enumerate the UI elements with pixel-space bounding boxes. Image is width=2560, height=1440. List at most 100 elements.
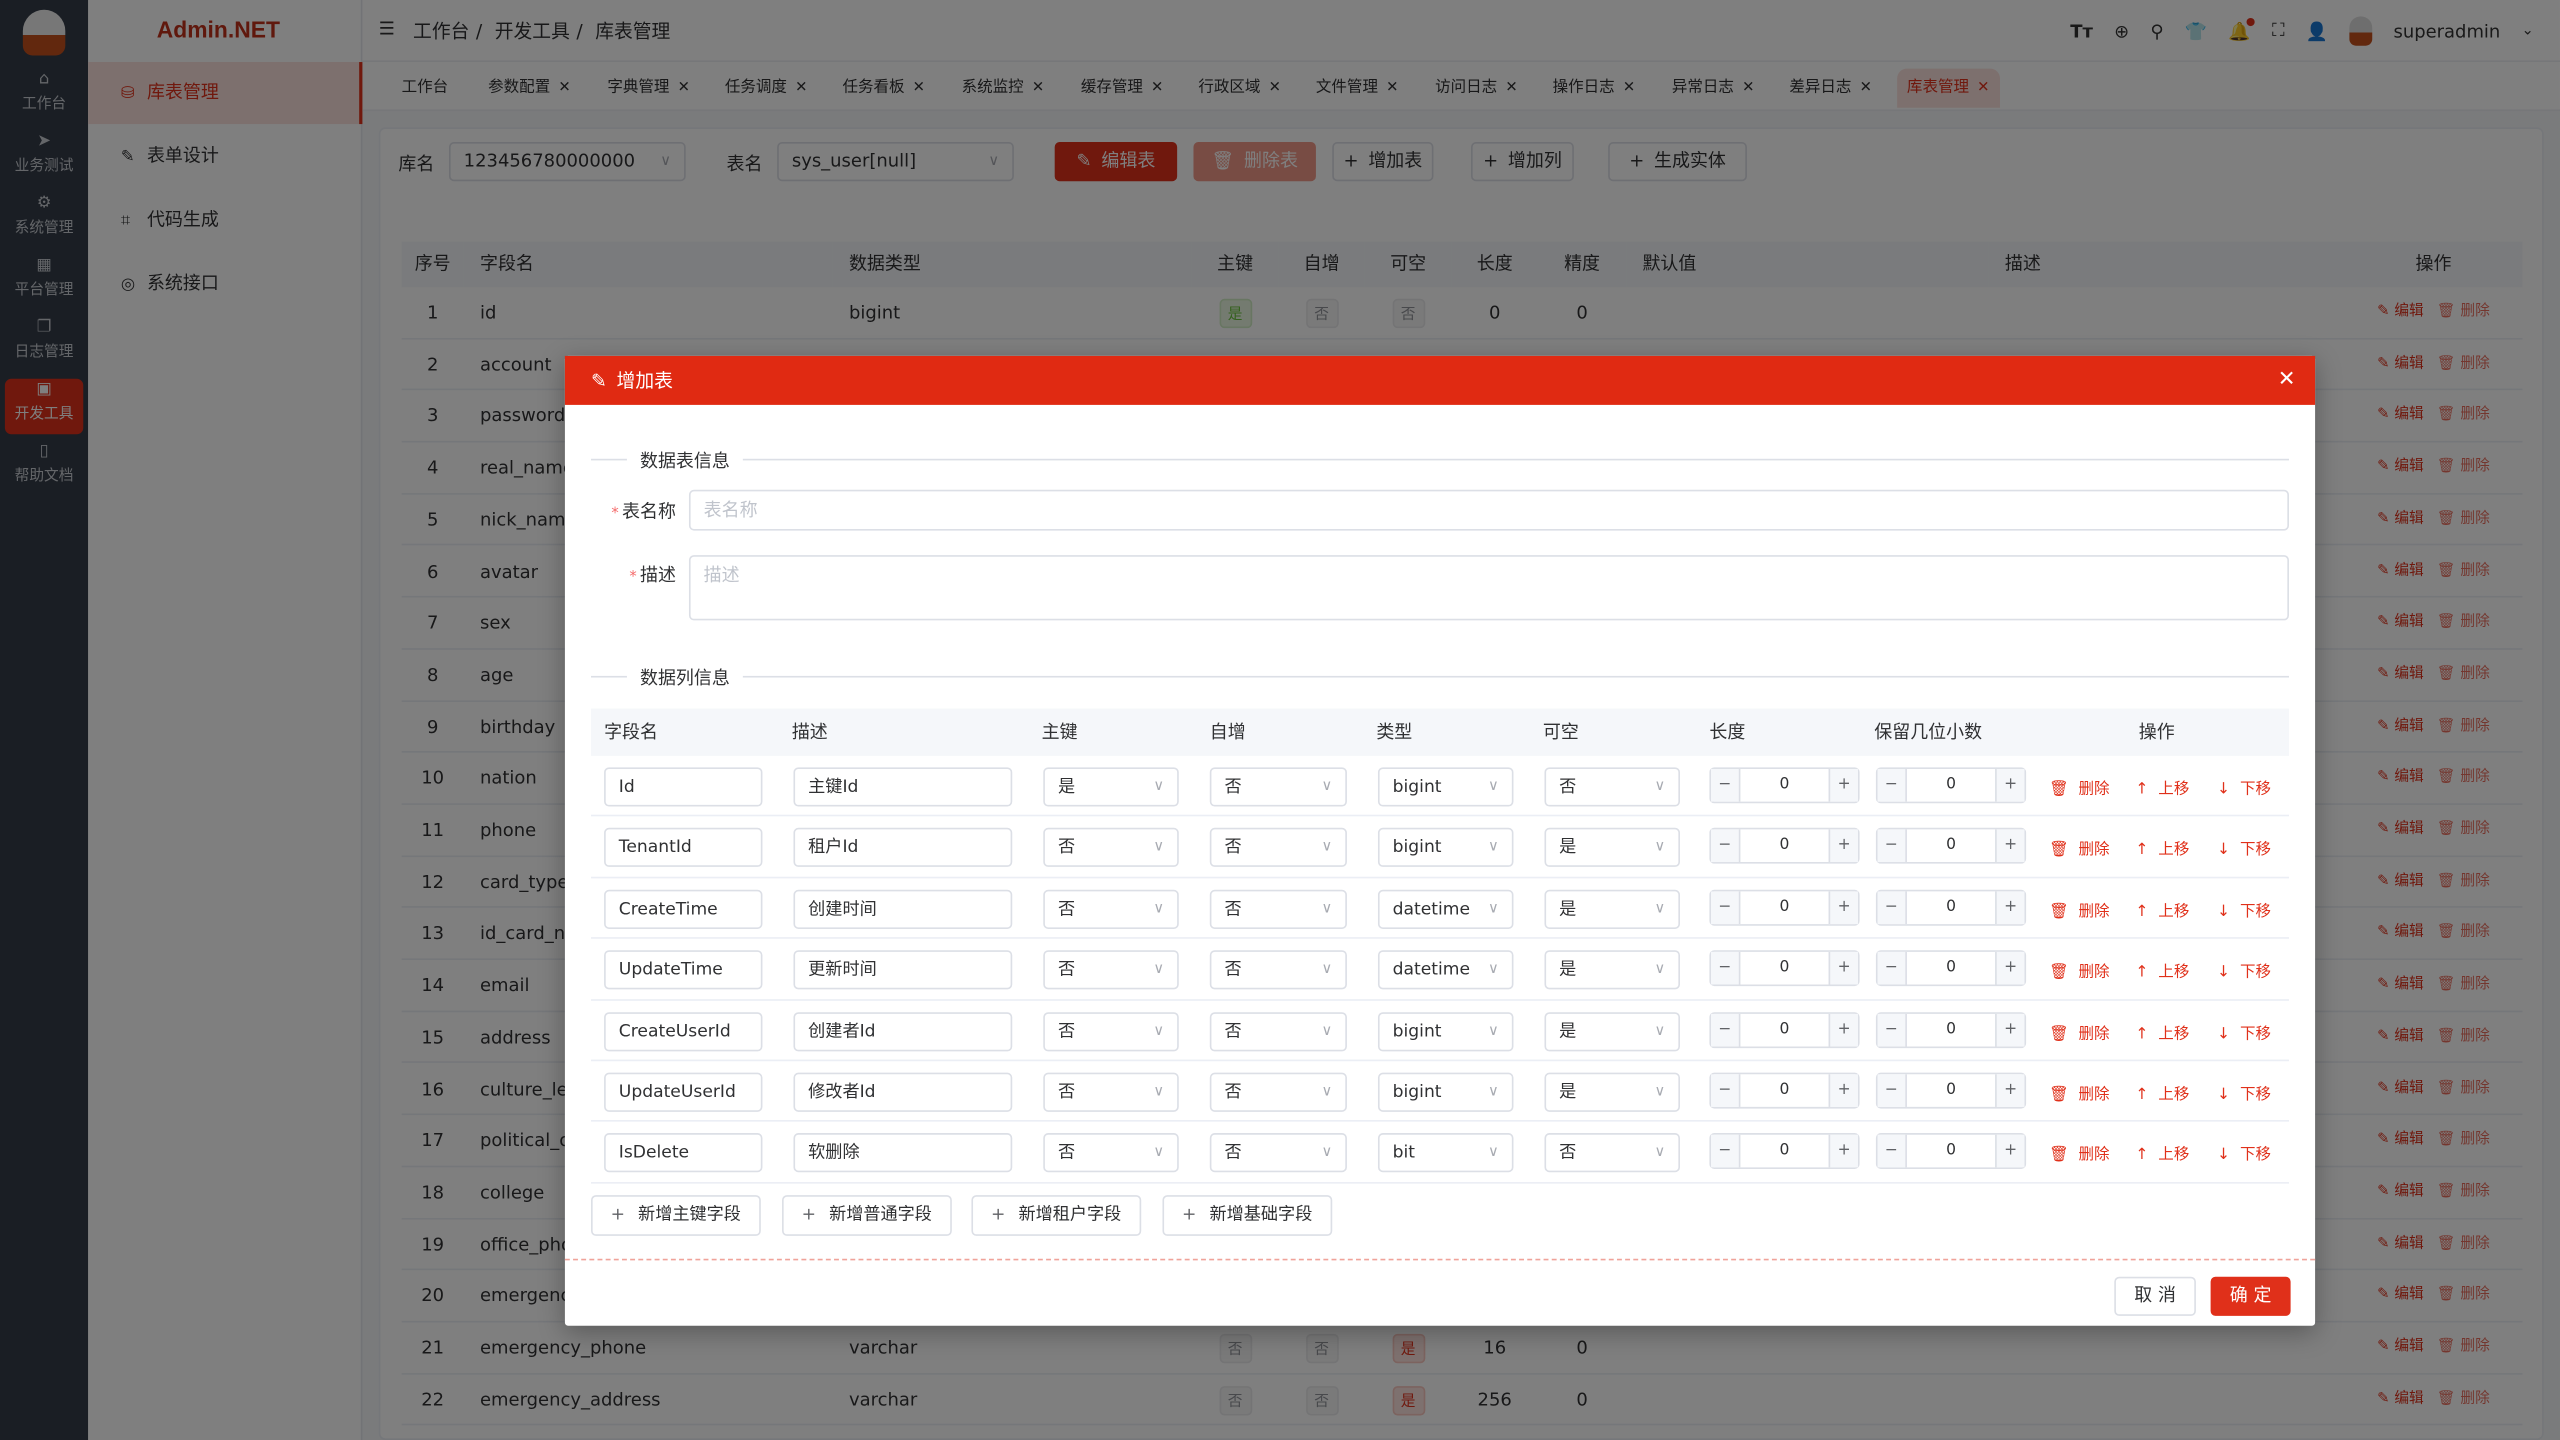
delete-row-link[interactable]: 🗑 删除 — [2049, 898, 2110, 921]
length-stepper[interactable]: − 0 + — [1709, 1072, 1860, 1109]
delete-row-link[interactable]: 🗑 删除 — [2049, 1142, 2110, 1165]
plus-button[interactable]: + — [1995, 1135, 2025, 1168]
add-field-button-3[interactable]: + 新增基础字段 — [1162, 1195, 1332, 1236]
auto-increment-select[interactable]: 否 ∨ — [1209, 1133, 1347, 1173]
move-up-link[interactable]: ↑ 上移 — [2136, 898, 2190, 921]
plus-button[interactable]: + — [1828, 952, 1858, 985]
decimal-stepper[interactable]: − 0 + — [1875, 950, 2027, 987]
field-name-input[interactable]: IsDelete — [604, 1133, 763, 1173]
decimal-stepper-value[interactable]: 0 — [1946, 1019, 1956, 1038]
move-down-link[interactable]: ↓ 下移 — [2217, 1020, 2271, 1043]
length-stepper[interactable]: − 0 + — [1709, 889, 1860, 926]
delete-row-link[interactable]: 🗑 删除 — [2049, 959, 2110, 982]
decimal-stepper-value[interactable]: 0 — [1946, 836, 1956, 855]
decimal-stepper[interactable]: − 0 + — [1875, 889, 2027, 926]
add-field-button-1[interactable]: + 新增普通字段 — [782, 1195, 952, 1236]
plus-button[interactable]: + — [1995, 952, 2025, 985]
confirm-button[interactable]: 确 定 — [2210, 1276, 2291, 1316]
field-name-input[interactable]: TenantId — [604, 828, 763, 868]
decimal-stepper[interactable]: − 0 + — [1875, 828, 2027, 865]
move-up-link[interactable]: ↑ 上移 — [2136, 1081, 2190, 1104]
length-stepper[interactable]: − 0 + — [1709, 950, 1860, 987]
field-description-input[interactable]: 软删除 — [793, 1133, 1013, 1173]
field-description-input[interactable]: 创建时间 — [793, 889, 1013, 929]
decimal-stepper-value[interactable]: 0 — [1946, 1141, 1956, 1160]
decimal-stepper[interactable]: − 0 + — [1875, 1072, 2027, 1109]
move-down-link[interactable]: ↓ 下移 — [2217, 898, 2271, 921]
auto-increment-select[interactable]: 否 ∨ — [1209, 950, 1347, 990]
primary-key-select[interactable]: 是 ∨ — [1043, 767, 1179, 807]
auto-increment-select[interactable]: 否 ∨ — [1209, 828, 1347, 868]
decimal-stepper-value[interactable]: 0 — [1946, 1080, 1956, 1099]
plus-button[interactable]: + — [1828, 768, 1858, 802]
decimal-stepper-value[interactable]: 0 — [1946, 897, 1956, 916]
auto-increment-select[interactable]: 否 ∨ — [1209, 767, 1347, 807]
move-down-link[interactable]: ↓ 下移 — [2217, 776, 2271, 798]
minus-button[interactable]: − — [1877, 1135, 1907, 1168]
field-description-input[interactable]: 更新时间 — [793, 950, 1013, 990]
nullable-select[interactable]: 是 ∨ — [1544, 950, 1680, 990]
description-textarea[interactable]: 描述 — [688, 555, 2289, 621]
primary-key-select[interactable]: 否 ∨ — [1043, 950, 1179, 990]
decimal-stepper[interactable]: − 0 + — [1875, 767, 2027, 804]
field-name-input[interactable]: UpdateTime — [604, 950, 763, 990]
auto-increment-select[interactable]: 否 ∨ — [1209, 1011, 1347, 1051]
minus-button[interactable]: − — [1877, 1074, 1907, 1107]
plus-button[interactable]: + — [1828, 830, 1858, 863]
minus-button[interactable]: − — [1711, 891, 1741, 924]
primary-key-select[interactable]: 否 ∨ — [1043, 1072, 1179, 1112]
add-field-button-2[interactable]: + 新增租户字段 — [971, 1195, 1141, 1236]
close-icon[interactable]: ✕ — [2277, 367, 2296, 392]
field-name-input[interactable]: CreateTime — [604, 889, 763, 929]
move-down-link[interactable]: ↓ 下移 — [2217, 837, 2271, 859]
primary-key-select[interactable]: 否 ∨ — [1043, 1011, 1179, 1051]
delete-row-link[interactable]: 🗑 删除 — [2049, 837, 2110, 859]
plus-button[interactable]: + — [1995, 1013, 2025, 1046]
table-name-input[interactable]: 表名称 — [688, 489, 2289, 531]
length-stepper-value[interactable]: 0 — [1779, 775, 1790, 794]
length-stepper-value[interactable]: 0 — [1779, 1019, 1790, 1038]
move-up-link[interactable]: ↑ 上移 — [2136, 1142, 2190, 1165]
nullable-select[interactable]: 是 ∨ — [1544, 889, 1680, 929]
type-select[interactable]: bigint ∨ — [1377, 1072, 1514, 1112]
minus-button[interactable]: − — [1877, 830, 1907, 863]
field-name-input[interactable]: Id — [604, 767, 763, 807]
minus-button[interactable]: − — [1711, 1013, 1741, 1046]
delete-row-link[interactable]: 🗑 删除 — [2049, 776, 2110, 798]
decimal-stepper-value[interactable]: 0 — [1946, 958, 1956, 977]
move-up-link[interactable]: ↑ 上移 — [2136, 776, 2190, 798]
length-stepper-value[interactable]: 0 — [1779, 1080, 1790, 1099]
cancel-button[interactable]: 取 消 — [2114, 1276, 2196, 1316]
minus-button[interactable]: − — [1711, 1135, 1741, 1168]
type-select[interactable]: bit ∨ — [1377, 1133, 1514, 1173]
delete-row-link[interactable]: 🗑 删除 — [2049, 1081, 2110, 1104]
field-description-input[interactable]: 租户Id — [793, 828, 1013, 868]
nullable-select[interactable]: 是 ∨ — [1544, 1011, 1680, 1051]
minus-button[interactable]: − — [1711, 1074, 1741, 1107]
length-stepper-value[interactable]: 0 — [1779, 897, 1790, 916]
auto-increment-select[interactable]: 否 ∨ — [1209, 1072, 1347, 1112]
primary-key-select[interactable]: 否 ∨ — [1043, 828, 1179, 868]
decimal-stepper[interactable]: − 0 + — [1875, 1011, 2027, 1048]
length-stepper-value[interactable]: 0 — [1779, 836, 1790, 855]
auto-increment-select[interactable]: 否 ∨ — [1209, 889, 1347, 929]
plus-button[interactable]: + — [1995, 768, 2025, 802]
move-up-link[interactable]: ↑ 上移 — [2136, 837, 2190, 859]
minus-button[interactable]: − — [1711, 768, 1741, 802]
plus-button[interactable]: + — [1828, 1013, 1858, 1046]
nullable-select[interactable]: 否 ∨ — [1544, 1133, 1680, 1173]
decimal-stepper-value[interactable]: 0 — [1946, 775, 1956, 794]
delete-row-link[interactable]: 🗑 删除 — [2049, 1020, 2110, 1043]
length-stepper[interactable]: − 0 + — [1709, 1011, 1860, 1048]
move-down-link[interactable]: ↓ 下移 — [2217, 1142, 2271, 1165]
length-stepper[interactable]: − 0 + — [1709, 1133, 1860, 1170]
move-up-link[interactable]: ↑ 上移 — [2136, 959, 2190, 982]
type-select[interactable]: bigint ∨ — [1377, 767, 1514, 807]
type-select[interactable]: bigint ∨ — [1377, 828, 1514, 868]
length-stepper-value[interactable]: 0 — [1779, 1141, 1790, 1160]
length-stepper[interactable]: − 0 + — [1709, 767, 1860, 804]
field-description-input[interactable]: 主键Id — [793, 767, 1013, 807]
plus-button[interactable]: + — [1828, 891, 1858, 924]
plus-button[interactable]: + — [1828, 1135, 1858, 1168]
plus-button[interactable]: + — [1828, 1074, 1858, 1107]
